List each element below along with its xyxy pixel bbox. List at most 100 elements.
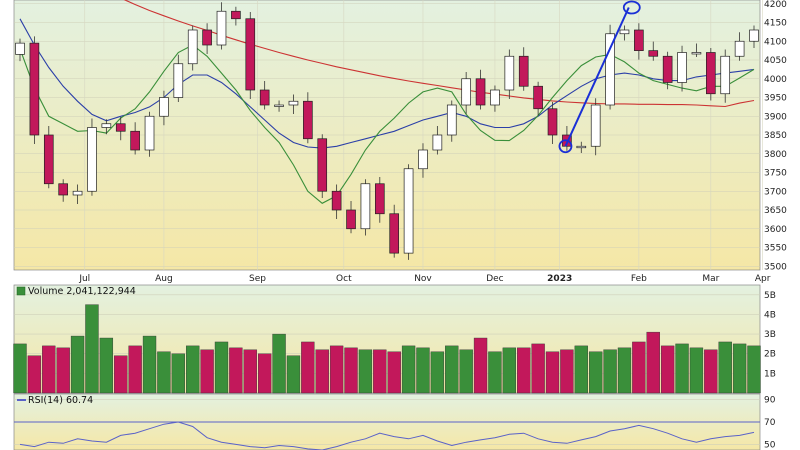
- volume-bar: [531, 343, 545, 394]
- price-tick-label: 4150: [764, 19, 787, 29]
- month-tick-label: Nov: [414, 274, 432, 284]
- candle: [259, 81, 270, 110]
- volume-bar: [257, 353, 272, 394]
- volume-legend-swatch: [16, 286, 26, 296]
- candle: [101, 119, 112, 135]
- price-tick-label: 3650: [764, 206, 787, 216]
- month-tick-label: Sep: [249, 274, 266, 284]
- candle: [43, 126, 54, 189]
- candle: [15, 38, 25, 62]
- volume-bar: [229, 347, 243, 394]
- candle: [418, 143, 428, 178]
- volume-bar: [13, 343, 27, 394]
- volume-bar: [387, 351, 401, 394]
- price-tick-label: 4100: [764, 37, 787, 47]
- month-axis: Jul Aug Sep Oct Nov Dec 2023 Feb Mar Apr: [78, 274, 770, 284]
- candle: [144, 111, 155, 157]
- volume-tick-label: 1B: [764, 369, 776, 379]
- candle: [446, 100, 457, 142]
- candle: [734, 32, 745, 61]
- volume-bar: [416, 347, 430, 394]
- volume-bar: [186, 345, 200, 394]
- volume-bar: [56, 347, 70, 394]
- volume-bar: [272, 333, 286, 394]
- volume-bar: [718, 341, 732, 394]
- volume-tick-label: 2B: [764, 350, 776, 360]
- volume-bar: [214, 341, 229, 394]
- month-tick-label: Oct: [336, 274, 352, 284]
- candle: [29, 36, 40, 144]
- volume-bar: [603, 349, 617, 394]
- volume-tick-label: 3B: [764, 330, 776, 340]
- volume-bar: [632, 341, 646, 394]
- month-tick-label: Apr: [755, 274, 771, 284]
- price-panel: 3500 3550 3600 3650 3700 3750 3800 3850 3900 3950…: [13, 0, 787, 284]
- candle: [720, 49, 731, 103]
- price-tick-label: 3900: [764, 112, 787, 122]
- price-tick-label: 3500: [764, 262, 787, 272]
- volume-bar: [128, 345, 142, 394]
- price-tick-label: 3850: [764, 131, 787, 141]
- price-tick-label: 3750: [764, 169, 787, 179]
- candle: [619, 25, 630, 41]
- volume-tick-label: 4B: [764, 310, 776, 320]
- price-tick-label: 3800: [764, 150, 787, 160]
- candle: [518, 47, 529, 91]
- candle: [72, 184, 83, 204]
- volume-axis: 5B 4B 3B 2B 1B: [764, 291, 776, 380]
- month-tick-label: Mar: [702, 274, 719, 284]
- volume-bar: [344, 347, 358, 394]
- price-tick-label: 4050: [764, 56, 787, 66]
- month-tick-label: Feb: [631, 274, 647, 284]
- rsi-panel-title: RSI(14) 60.74: [28, 395, 93, 406]
- volume-bar: [704, 349, 718, 394]
- candle: [303, 92, 313, 144]
- candle: [274, 100, 284, 112]
- price-tick-label: 3700: [764, 187, 787, 197]
- rsi-panel: 90 70 50 RSI(14) 60.74: [13, 393, 776, 450]
- volume-bar: [617, 347, 632, 394]
- volume-bar: [329, 345, 344, 394]
- volume-bar: [502, 347, 517, 394]
- candle: [662, 51, 673, 90]
- candle: [346, 201, 356, 234]
- volume-bar: [689, 347, 704, 394]
- candle: [216, 2, 227, 50]
- volume-bar: [142, 335, 157, 394]
- candle: [691, 43, 702, 57]
- candle: [605, 24, 615, 110]
- price-tick-label: 4200: [764, 0, 787, 10]
- month-tick-label: 2023: [547, 274, 572, 284]
- candle: [317, 134, 328, 198]
- volume-bar: [660, 345, 675, 394]
- candle: [115, 117, 126, 141]
- candle: [331, 184, 342, 219]
- volume-bars: [13, 304, 761, 394]
- candle: [159, 90, 169, 126]
- trend-end-circle: [622, 0, 641, 15]
- candle: [475, 69, 486, 110]
- month-tick-label: Dec: [486, 274, 503, 284]
- volume-bar: [27, 355, 42, 394]
- volume-bar: [473, 337, 488, 394]
- price-tick-label: 3550: [764, 244, 787, 254]
- month-tick-label: Aug: [155, 274, 173, 284]
- volume-bar: [171, 353, 185, 394]
- candle: [403, 164, 414, 260]
- rsi-tick-label: 70: [764, 418, 776, 428]
- moving-average-line-3: [19, 44, 755, 204]
- volume-panel: 5B 4B 3B 2B 1B Volume 2,041,122,944: [13, 284, 776, 394]
- candle: [245, 12, 256, 99]
- month-tick-label: Jul: [78, 274, 90, 284]
- volume-bar: [560, 349, 574, 394]
- volume-bar: [589, 351, 603, 394]
- volume-bar: [574, 345, 588, 394]
- candle: [461, 72, 471, 114]
- volume-bar: [114, 355, 128, 394]
- candle: [547, 102, 558, 144]
- moving-average-line-1: [123, 0, 755, 108]
- candle: [374, 177, 385, 223]
- volume-bar: [358, 349, 373, 394]
- rsi-series-line: [19, 421, 755, 450]
